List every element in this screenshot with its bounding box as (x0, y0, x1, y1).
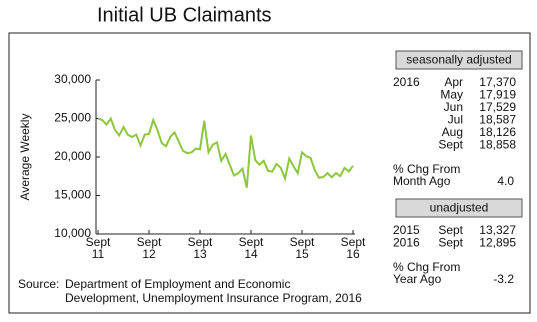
panel-heading: seasonally adjusted (406, 53, 511, 67)
row-value: 18,858 (479, 138, 516, 152)
x-tick-label: Sept (290, 235, 315, 249)
source-line: Development, Unemployment Insurance Prog… (65, 291, 362, 305)
x-tick-label: Sept (137, 235, 162, 249)
x-tick-label: Sept (86, 235, 111, 249)
row-value: 12,895 (479, 236, 516, 250)
row-month: May (440, 88, 463, 102)
y-tick-label: 15,000 (54, 188, 91, 202)
frame (8, 32, 531, 314)
y-tick-label: 10,000 (54, 226, 91, 240)
change-label: % Chg From (393, 162, 460, 176)
panel-heading: unadjusted (430, 201, 489, 215)
row-month: Jun (444, 100, 463, 114)
row-value: 13,327 (479, 223, 516, 237)
x-tick-label: Sept (239, 235, 264, 249)
y-tick-label: 25,000 (54, 111, 91, 125)
row-year: 2015 (393, 223, 420, 237)
row-month: Sept (438, 138, 463, 152)
y-axis-label: Average Weekly (18, 114, 32, 201)
row-month: Sept (438, 223, 463, 237)
row-year: 2016 (393, 75, 420, 89)
source-label: Source: (18, 277, 59, 291)
row-value: 18,587 (479, 113, 516, 127)
x-tick-label: 15 (295, 247, 309, 261)
x-tick-label: Sept (341, 235, 366, 249)
x-tick-label: 13 (193, 247, 207, 261)
y-tick-label: 30,000 (54, 72, 91, 86)
row-month: Aug (442, 125, 463, 139)
x-tick-label: 16 (346, 247, 360, 261)
change-value: -3.2 (493, 272, 514, 286)
change-label: % Chg From (393, 260, 460, 274)
x-tick-label: Sept (188, 235, 213, 249)
row-value: 17,529 (479, 100, 516, 114)
x-tick-label: 14 (244, 247, 258, 261)
source-line: Department of Employment and Economic (65, 277, 290, 291)
row-month: Apr (444, 75, 463, 89)
row-value: 17,919 (479, 88, 516, 102)
x-tick-label: 12 (142, 247, 156, 261)
row-month: Jul (448, 113, 463, 127)
row-year: 2016 (393, 236, 420, 250)
change-label: Month Ago (393, 174, 451, 188)
row-value: 17,370 (479, 75, 516, 89)
panel-heading-box (395, 198, 523, 218)
x-tick-label: 11 (92, 247, 105, 261)
line (97, 116, 354, 189)
change-value: 4.0 (497, 174, 514, 188)
panel-heading-box (395, 50, 523, 70)
change-label: Year Ago (393, 272, 442, 286)
chart-title: Initial UB Claimants (97, 4, 272, 26)
row-month: Sept (438, 236, 463, 250)
row-value: 18,126 (479, 125, 516, 139)
y-tick-label: 20,000 (54, 149, 91, 163)
